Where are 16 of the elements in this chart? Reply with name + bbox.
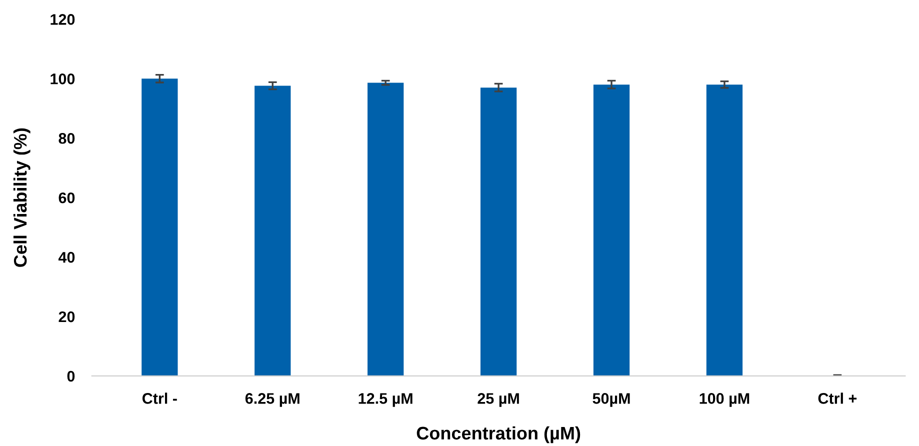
y-tick-label: 80 — [58, 132, 75, 144]
y-tick-label: 40 — [58, 252, 75, 263]
x-tick-label: 25 µM — [478, 393, 519, 407]
y-axis-title: Cell Viability (%) — [13, 128, 30, 267]
x-tick-label: 50µM — [592, 393, 630, 407]
y-tick-label: 100 — [50, 74, 75, 84]
y-tick-label: 0 — [67, 370, 75, 382]
y-tick-label: 120 — [50, 14, 75, 25]
x-axis-title: Concentration (µM) — [416, 426, 580, 444]
y-tick-label: 60 — [58, 192, 75, 204]
x-tick-label: 12.5 µM — [358, 393, 412, 407]
x-tick-label: 6.25 µM — [245, 393, 300, 407]
x-tick-label: 100 µM — [700, 393, 750, 407]
x-tick-label: Ctrl - — [142, 392, 177, 404]
y-tick-label: 20 — [58, 311, 75, 322]
x-tick-label: Ctrl + — [818, 392, 857, 404]
